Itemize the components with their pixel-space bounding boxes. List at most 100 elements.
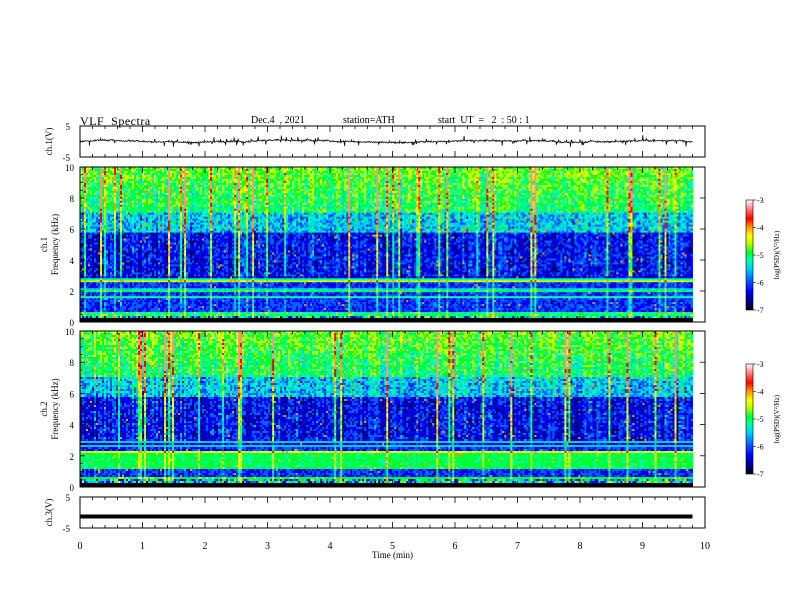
spectrogram-cell (124, 258, 127, 261)
spectrogram-cell (82, 276, 85, 279)
spectrogram-cell (82, 238, 85, 241)
spectrogram-cell (84, 272, 87, 275)
spectrogram-cell (98, 278, 101, 281)
spectrogram-cell (98, 236, 101, 239)
spectrogram-cell (88, 248, 91, 251)
spectrogram-cell (82, 304, 85, 307)
spectrogram-cell (96, 174, 99, 178)
spectrogram-cell (116, 280, 119, 283)
spectrogram-cell (122, 290, 125, 293)
spectrogram-cell (90, 206, 93, 210)
spectrogram-cell (94, 276, 97, 279)
spectrogram-cell (114, 266, 117, 269)
spectrogram-cell (102, 278, 105, 281)
spectrogram-cell (90, 220, 93, 224)
spectrogram-cell (102, 250, 105, 253)
spectrogram-cell (116, 218, 119, 222)
spectrogram-cell (116, 260, 119, 263)
spectrogram-cell (122, 316, 125, 319)
spectrogram-cell (92, 244, 95, 247)
spectrogram-cell (122, 252, 125, 255)
spectrogram-cell (82, 228, 85, 231)
spectrogram-cell (90, 308, 93, 311)
spectrogram-cell (92, 258, 95, 261)
spectrogram-cell (84, 220, 87, 224)
spectrogram-cell (120, 314, 123, 317)
spectrogram-cell (102, 246, 105, 249)
spectrogram-cell (90, 300, 93, 303)
spectrogram-cell (100, 316, 103, 319)
spectrogram-cell (92, 254, 95, 257)
spectrogram-cell (84, 318, 87, 321)
spectrogram-cell (90, 266, 93, 269)
spectrogram-cell (104, 222, 107, 226)
spectrogram-cell (118, 190, 121, 194)
spectrogram-cell (112, 288, 115, 291)
spectrogram-cell (104, 314, 107, 317)
spectrogram-cell (84, 306, 87, 309)
spectrogram-cell (84, 246, 87, 249)
spectrogram-cell (110, 236, 113, 239)
spectrogram-cell (120, 210, 123, 214)
spectrogram-cell (110, 292, 113, 295)
spectrogram-cell (82, 274, 85, 277)
spectrogram-cell (94, 294, 97, 297)
spectrogram-cell (108, 260, 111, 263)
spectrogram-cell (112, 206, 115, 210)
spectrogram-cell (86, 286, 89, 289)
spectrogram-cell (108, 280, 111, 283)
spectrogram-cell (84, 228, 87, 231)
spectrogram-cell (94, 264, 97, 267)
spectrogram-cell (120, 320, 123, 323)
spectrogram-cell (96, 224, 99, 228)
spectrogram-cell (88, 308, 91, 311)
spectrogram-cell (110, 280, 113, 283)
spectrogram-cell (96, 288, 99, 291)
spectrogram-cell (108, 240, 111, 243)
spectrogram-cell (82, 230, 85, 233)
spectrogram-cell (106, 252, 109, 255)
spectrogram-cell (112, 282, 115, 285)
spectrogram-cell (106, 204, 109, 208)
spectrogram-cell (98, 220, 101, 224)
spectrogram-cell (96, 284, 99, 287)
spectrogram-cell (122, 176, 125, 180)
spectrogram-cell (102, 202, 105, 206)
spectrogram-cell (108, 196, 111, 200)
spectrogram-cell (104, 262, 107, 265)
spectrogram-cell (86, 316, 89, 319)
spectrogram-cell (80, 294, 83, 297)
spectrogram-cell (120, 172, 123, 176)
spectrogram-cell (112, 232, 115, 235)
spectrogram-cell (124, 292, 127, 295)
spectrogram-cell (90, 186, 93, 190)
spectrogram-cell (100, 254, 103, 257)
spectrogram-cell (104, 246, 107, 249)
spectrogram-cell (124, 170, 127, 174)
spectrogram-cell (110, 172, 113, 176)
spectrogram-cell (88, 188, 91, 192)
spectrogram-cell (100, 242, 103, 245)
spectrogram-cell (90, 284, 93, 287)
spectrogram-cell (100, 204, 103, 208)
spectrogram-cell (100, 170, 103, 174)
spectrogram-cell (112, 234, 115, 237)
spectrogram-cell (100, 182, 103, 186)
spectrogram-cell (100, 198, 103, 202)
spectrogram-cell (92, 222, 95, 226)
spectrogram-cell (92, 238, 95, 241)
spectrogram-cell (124, 262, 127, 265)
spectrogram-cell (90, 180, 93, 184)
spectrogram-cell (82, 236, 85, 239)
spectrogram-cell (86, 168, 89, 172)
spectrogram-cell (100, 238, 103, 241)
spectrogram-cell (84, 320, 87, 323)
spectrogram-cell (92, 314, 95, 317)
spectrogram-cell (100, 300, 103, 303)
spectrogram-cell (100, 246, 103, 249)
spectrogram-cell (102, 280, 105, 283)
spectrogram-cell (104, 174, 107, 178)
spectrogram-cell (108, 242, 111, 245)
spectrogram-cell (104, 168, 107, 172)
spectrogram-cell (92, 294, 95, 297)
